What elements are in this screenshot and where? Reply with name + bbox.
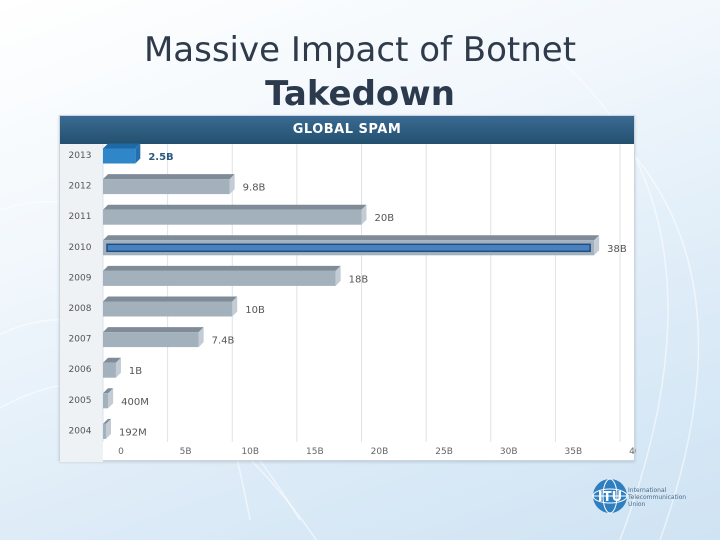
x-tick-label: 0 — [118, 447, 124, 457]
itu-logo-line: Union — [628, 501, 646, 508]
x-tick-label: 20B — [371, 447, 389, 457]
bar — [103, 332, 199, 348]
itu-logo-line: International — [628, 487, 667, 494]
bar-top-face — [103, 204, 367, 210]
category-label: 2008 — [69, 304, 92, 314]
bar-side-face — [198, 327, 204, 348]
bar — [103, 209, 362, 225]
value-label: 7.4B — [212, 336, 235, 347]
category-label: 2011 — [69, 212, 92, 222]
bar-top-face — [103, 143, 141, 149]
x-tick-label: 30B — [500, 447, 518, 457]
value-label: 400M — [121, 397, 149, 408]
category-label: 2004 — [69, 426, 92, 436]
category-axis-band — [60, 144, 103, 462]
bar-chart: 0 5B 10B 15B 20B 25B 30B 35B 40B 2013 2.5B 2012 9.8B… — [60, 143, 636, 462]
slide-subtitle: Takedown — [265, 74, 455, 114]
bar-top-face — [103, 265, 341, 271]
x-tick-label: 40B — [629, 447, 636, 457]
bar-side-face — [361, 204, 367, 225]
value-label: 2.5B — [148, 152, 173, 163]
itu-logo-text: International Telecommunication Union — [628, 487, 708, 508]
bar-top-face — [103, 418, 111, 424]
x-tick-label: 5B — [180, 447, 192, 457]
x-tick-label: 25B — [435, 447, 453, 457]
x-tick-label: 15B — [306, 447, 324, 457]
bar-side-face — [135, 143, 141, 164]
category-label: 2013 — [69, 151, 92, 161]
bar — [103, 301, 233, 317]
bar-side-face — [106, 418, 111, 439]
bar — [103, 393, 109, 409]
bar-top-face — [103, 357, 121, 363]
bar-side-face — [229, 174, 235, 195]
bar-side-face — [115, 357, 121, 378]
chart-title: GLOBAL SPAM — [60, 116, 634, 144]
bar-top-face — [103, 327, 204, 333]
value-label: 10B — [245, 305, 265, 316]
itu-globe-logo-icon: ITU — [592, 478, 628, 514]
bar-side-face — [594, 235, 600, 256]
bar-top-face — [103, 235, 600, 241]
bar — [103, 423, 106, 439]
value-label: 20B — [375, 213, 395, 224]
x-tick-label: 10B — [241, 447, 259, 457]
bar-side-face — [108, 388, 114, 409]
value-label: 38B — [607, 244, 627, 255]
bar-side-face — [232, 296, 238, 317]
bar — [103, 270, 336, 286]
slide-title: Massive Impact of Botnet — [143, 30, 577, 70]
value-label: 192M — [119, 427, 147, 438]
category-label: 2010 — [69, 243, 92, 253]
bar-top-face — [103, 388, 114, 394]
bar-side-face — [335, 265, 341, 286]
category-label: 2012 — [69, 182, 92, 192]
bar — [103, 362, 116, 378]
category-label: 2009 — [69, 273, 92, 283]
category-label: 2006 — [69, 365, 92, 375]
value-label: 18B — [349, 274, 369, 285]
itu-logo-letters: ITU — [598, 490, 622, 505]
bar — [103, 179, 230, 195]
bar — [103, 148, 136, 164]
value-label: 1B — [129, 366, 142, 377]
x-tick-label: 35B — [565, 447, 583, 457]
category-label: 2007 — [69, 335, 92, 345]
chart-panel: GLOBAL SPAM 0 5B 10B 15B 20B 25B 30B 35B 40B 2013… — [59, 115, 636, 462]
bar-top-face — [103, 174, 235, 180]
category-label: 2005 — [69, 396, 92, 406]
itu-logo-line: Telecommunication — [628, 494, 687, 501]
value-label: 9.8B — [243, 183, 266, 194]
bar-emphasis — [106, 243, 591, 253]
bar-top-face — [103, 296, 238, 302]
